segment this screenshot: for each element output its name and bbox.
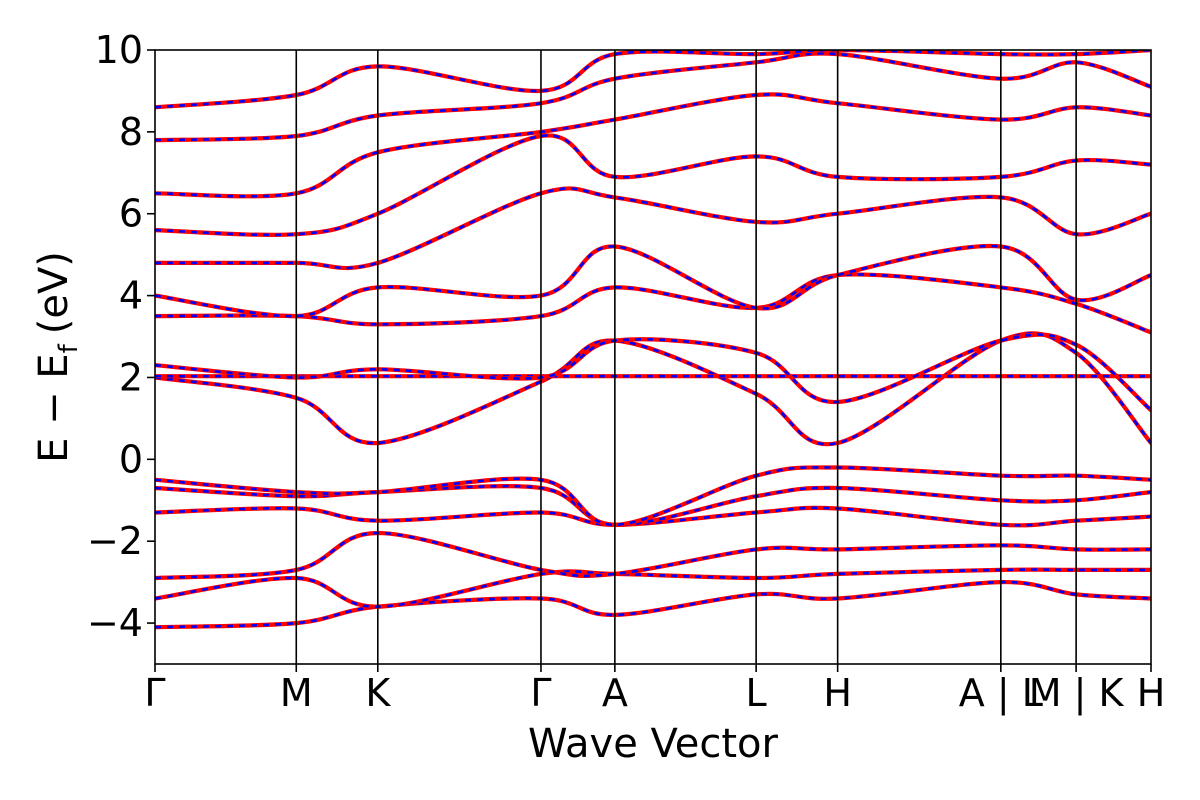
x-axis-label: Wave Vector — [528, 721, 779, 767]
x-tick-label-2: K — [365, 671, 391, 715]
x-ticks: Γ M K Γ A L H A | LM | K H — [144, 664, 1165, 716]
band-5-dashed-line — [155, 466, 1151, 527]
band-13-dashed-line — [155, 93, 1151, 198]
x-tick-label-5: L — [746, 671, 767, 715]
plot-frame — [154, 49, 1152, 665]
y-axis-label-unit: (eV) — [31, 251, 77, 334]
y-tick-label-5: 6 — [119, 192, 143, 236]
band-2-dashed-line — [155, 531, 1151, 580]
band-3-dashed-line — [155, 506, 1151, 527]
x-tick-label-3: Γ — [530, 671, 551, 715]
kpath-lines — [295, 50, 1077, 664]
y-tick-label-6: 8 — [119, 110, 143, 154]
x-tick-label-9: H — [1137, 671, 1166, 715]
y-tick-label-2: 0 — [119, 437, 143, 481]
band-1-dashed-line — [155, 568, 1151, 609]
band-11-dashed-line — [155, 187, 1151, 270]
band-4-dashed-line — [155, 484, 1151, 527]
x-tick-label-1: M — [280, 671, 313, 715]
y-axis-label: E − Ef (eV) — [31, 251, 84, 463]
band-12-dashed-line — [155, 134, 1151, 237]
band-14-dashed-line — [155, 52, 1151, 142]
y-tick-label-1: −2 — [87, 519, 143, 563]
x-tick-label-7: A | L — [959, 671, 1043, 716]
y-ticks: −4 −2 0 2 4 6 8 10 — [87, 28, 155, 645]
band-8-dashed-line — [155, 333, 1151, 412]
x-tick-label-0: Γ — [144, 671, 165, 715]
band-9-dashed-line — [155, 273, 1151, 334]
bands-layer — [155, 50, 1151, 630]
band-15-dashed-line — [155, 50, 1151, 109]
y-tick-label-0: −4 — [87, 601, 143, 645]
y-axis-label-main: E − E — [31, 353, 77, 463]
x-tick-label-4: A — [602, 671, 628, 715]
band-0-dashed-line — [155, 580, 1151, 629]
x-tick-label-8: M | K — [1029, 671, 1125, 716]
x-tick-label-6: H — [823, 671, 852, 715]
y-tick-label-7: 10 — [95, 28, 143, 72]
y-tick-label-4: 4 — [119, 274, 143, 318]
band-10-dashed-line — [155, 244, 1151, 318]
y-tick-label-3: 2 — [119, 355, 143, 399]
y-axis-label-subscript: f — [54, 343, 84, 353]
